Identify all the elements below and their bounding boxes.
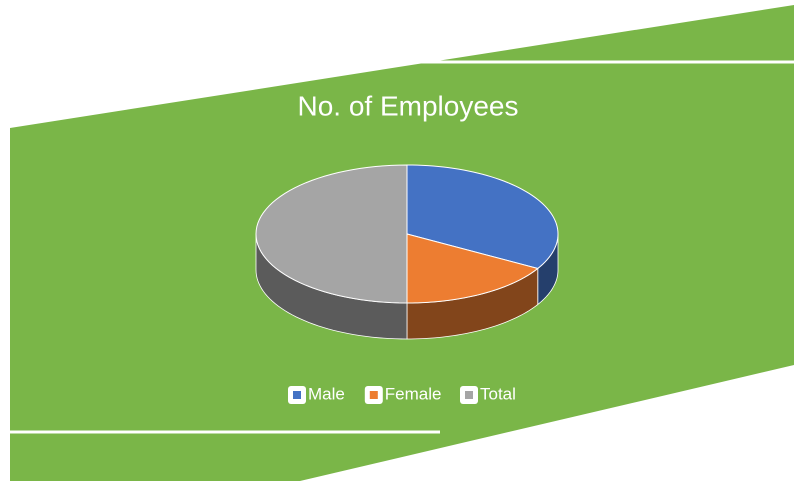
legend-label: Female [385,384,442,403]
legend-swatch [465,391,473,399]
legend-swatch [293,391,301,399]
pie-slice [255,164,408,304]
pie-slice [406,233,539,304]
legend-label: Total [480,384,516,403]
legend-swatch [369,391,378,399]
legend-label: Male [308,384,345,403]
chart-title: No. of Employees [298,90,519,121]
pie-slice [406,164,559,270]
